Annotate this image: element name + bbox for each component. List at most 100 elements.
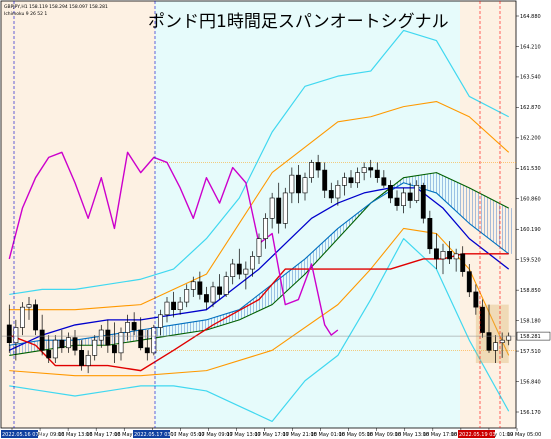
candle-body: [341, 177, 347, 186]
candle-body: [59, 339, 65, 349]
indicator-info: Ichimoku 9 26 52 1: [4, 11, 47, 17]
candle-body: [6, 324, 12, 344]
candle-body: [52, 339, 58, 359]
x-tick-label: 17 May 13:00: [226, 432, 260, 438]
series-line-span-a: [9, 182, 510, 346]
candle-body: [111, 344, 117, 354]
candle-body: [381, 177, 387, 186]
x-tick-label: 17 May 21:00: [283, 432, 317, 438]
candle-body: [473, 291, 479, 308]
series-line-bb-mid-dn: [9, 227, 510, 377]
current-price-box: [516, 331, 551, 341]
candle-body: [335, 185, 341, 199]
candle-body: [263, 218, 269, 239]
background-mid: [155, 1, 460, 428]
candle-body: [39, 329, 45, 351]
candle-body: [203, 294, 209, 303]
candle-body: [269, 197, 275, 219]
candle-body: [217, 286, 223, 295]
candle-body: [460, 253, 466, 272]
x-tick-label: 16 May 09:00: [30, 432, 64, 438]
y-tick-label: 159.520: [520, 257, 541, 263]
series-line-bb-mid-up: [9, 100, 510, 311]
candle-body: [98, 329, 104, 341]
x-tick-label: 18 May 01:00: [311, 432, 345, 438]
x-tick-label: 17 May 17:00: [255, 432, 289, 438]
candle-body: [105, 329, 111, 346]
candle-body: [414, 185, 420, 201]
candle-body: [302, 177, 308, 194]
y-tick-label: 156.170: [520, 410, 541, 416]
candle-body: [368, 167, 374, 171]
chart-title: ポンド円1時間足スパンオートシグナル: [148, 12, 449, 32]
candle-body: [236, 263, 242, 275]
x-tick-label: 19 May 05:00: [507, 432, 541, 438]
candle-body: [138, 329, 144, 349]
y-tick-label: 162.870: [520, 105, 541, 111]
candle-body: [184, 289, 190, 303]
candle-body: [440, 251, 446, 260]
candle-body: [328, 190, 334, 199]
candle-body: [447, 251, 453, 260]
candle-body: [164, 301, 170, 316]
candle-body: [486, 332, 492, 351]
candle-body: [433, 248, 439, 260]
series-line-tenkan: [9, 253, 509, 372]
candle-body: [72, 337, 78, 351]
series-line-bb-upper: [9, 29, 509, 296]
candle-body: [26, 304, 32, 308]
y-tick-label: 162.200: [520, 136, 541, 142]
x-highlight-label: 2022.05.16 07:00: [2, 432, 47, 438]
candle-body: [79, 350, 85, 366]
candle-body: [13, 327, 19, 344]
y-tick-label: 156.840: [520, 379, 541, 385]
y-tick-label: 164.880: [520, 14, 541, 20]
y-tick-label: 161.530: [520, 166, 541, 172]
candle-body: [243, 268, 249, 275]
candle-body: [466, 271, 472, 293]
x-tick-label: 16 May 13:00: [58, 432, 92, 438]
candle-body: [171, 301, 177, 310]
candle-body: [407, 192, 413, 201]
x-tick-label: 18 May 17:00: [423, 432, 457, 438]
candle-body: [85, 355, 91, 366]
x-tick-label: 17 May 09:00: [198, 432, 232, 438]
x-tick-label: 17 May 05:00: [170, 432, 204, 438]
x-tick-label: 18 May 13:00: [395, 432, 429, 438]
candle-body: [223, 276, 229, 295]
x-highlight-box: [1, 430, 38, 438]
candle-body: [177, 301, 183, 310]
candle-body: [46, 350, 52, 359]
x-highlight-label: 2022.05.17 03:00: [134, 432, 179, 438]
candle-body: [420, 185, 426, 219]
candle-body: [361, 167, 367, 173]
candle-body: [65, 337, 71, 349]
ichimoku-cloud: [9, 172, 513, 356]
candle-body: [276, 197, 282, 224]
y-tick-label: 158.850: [520, 288, 541, 294]
candle-body: [190, 281, 196, 290]
y-tick-label: 158.180: [520, 318, 541, 324]
candle-body: [427, 218, 433, 250]
candle-body: [387, 185, 393, 199]
candle-body: [315, 162, 321, 171]
x-tick-label: 16 May 17:00: [86, 432, 120, 438]
x-highlight-label: 2022.05.19 03:00: [459, 432, 504, 438]
candle-body: [374, 169, 380, 178]
candle-body: [125, 322, 131, 333]
candle-body: [210, 286, 216, 303]
candle-body: [309, 162, 315, 178]
candle-body: [157, 314, 163, 328]
series-line-span-b: [9, 172, 509, 356]
candle-body: [282, 192, 288, 224]
candle-body: [197, 281, 203, 295]
candle-body: [348, 177, 354, 184]
candle-body: [144, 347, 150, 354]
candle-body: [289, 174, 295, 194]
candle-body: [19, 306, 25, 328]
candle-body: [256, 238, 262, 257]
y-tick-label: 160.190: [520, 227, 541, 233]
y-tick-label: 163.540: [520, 75, 541, 81]
